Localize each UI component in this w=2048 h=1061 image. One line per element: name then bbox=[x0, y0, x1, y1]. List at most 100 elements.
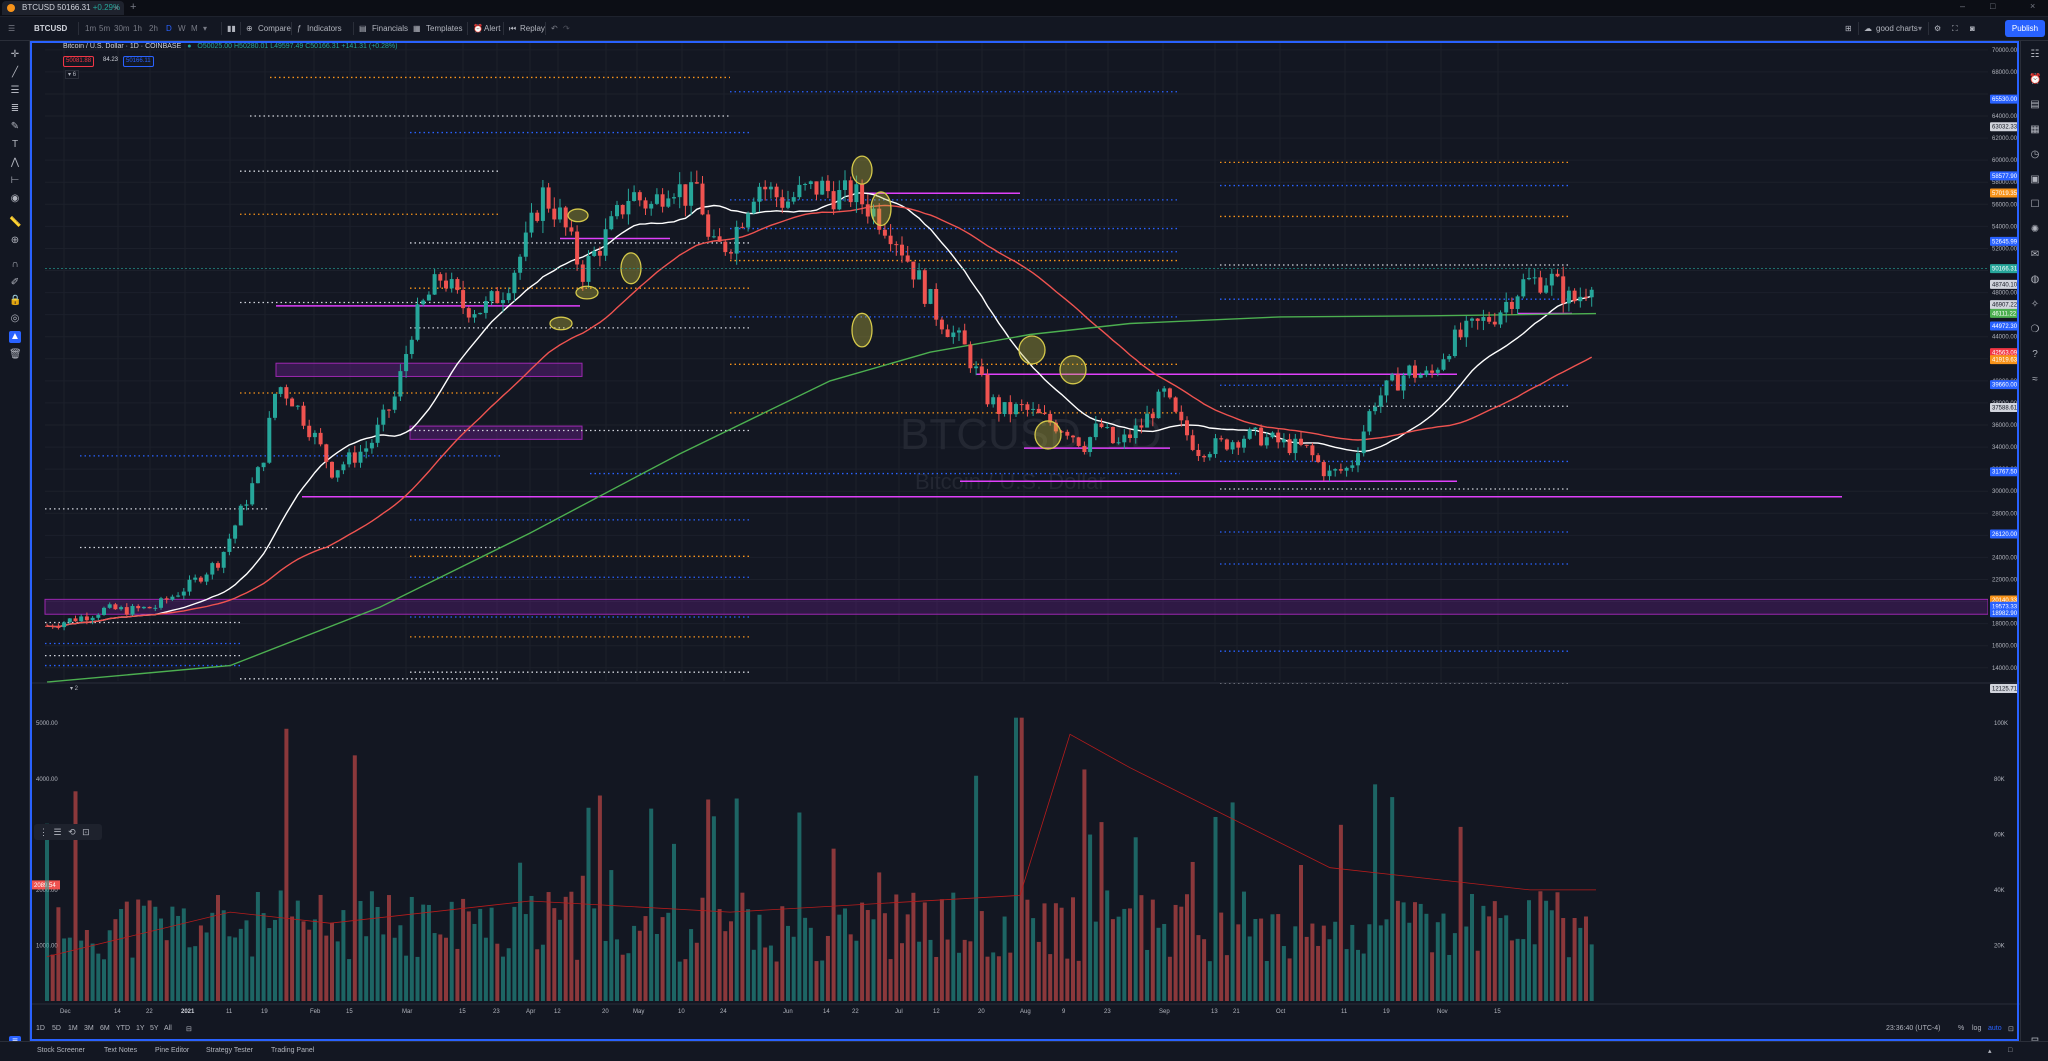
favorites-icon[interactable]: ▲ bbox=[9, 331, 21, 343]
hide-drawings-icon[interactable]: ◎ bbox=[10, 313, 20, 324]
financials-button[interactable]: Financials bbox=[372, 24, 409, 33]
collapse-panel-icon[interactable]: ▴ bbox=[1988, 1048, 1992, 1055]
percent-toggle[interactable]: % bbox=[1958, 1025, 1965, 1032]
range-ytd[interactable]: YTD bbox=[116, 1025, 130, 1032]
watchlist-icon[interactable]: ☷ bbox=[2030, 49, 2040, 60]
layout-name[interactable]: good charts bbox=[1876, 24, 1918, 33]
interval-d[interactable]: D bbox=[166, 24, 172, 33]
volume-bar bbox=[387, 895, 391, 1001]
close-tab-icon[interactable]: × bbox=[113, 3, 119, 13]
chat-icon[interactable]: ✉ bbox=[2030, 249, 2040, 260]
fullscreen-icon[interactable]: ⛶ bbox=[1952, 24, 1958, 33]
range-5y[interactable]: 5Y bbox=[150, 1025, 159, 1032]
lightbulb-icon[interactable]: ✺ bbox=[2030, 224, 2040, 235]
interval-dropdown-icon[interactable]: ▾ bbox=[203, 24, 208, 33]
range-all[interactable]: All bbox=[164, 1025, 172, 1032]
frame-icon[interactable]: ⊡ bbox=[82, 827, 90, 837]
ruler-range-icon[interactable]: ⊢ bbox=[10, 175, 20, 186]
notifications-icon[interactable]: ✧ bbox=[2030, 299, 2040, 310]
interval-30m[interactable]: 30m bbox=[114, 24, 130, 33]
legend-title[interactable]: Bitcoin / U.S. Dollar · 1D · COINBASE bbox=[63, 43, 182, 50]
tab-pine-editor[interactable]: Pine Editor bbox=[155, 1047, 190, 1054]
list-icon[interactable]: ☰ bbox=[53, 827, 62, 837]
layout-grid-icon[interactable]: ⊞ bbox=[1845, 24, 1852, 33]
interval-1m[interactable]: 1m bbox=[85, 24, 97, 33]
candle-body bbox=[347, 452, 352, 465]
settings-gear-icon[interactable]: ⚙ bbox=[1934, 24, 1942, 33]
range-5d[interactable]: 5D bbox=[52, 1025, 61, 1032]
trend-line-icon[interactable]: ╱ bbox=[11, 67, 19, 78]
tab-stock-screener[interactable]: Stock Screener bbox=[37, 1047, 85, 1054]
interval-2h[interactable]: 2h bbox=[149, 24, 158, 33]
pattern-icon[interactable]: ⋀ bbox=[10, 157, 20, 168]
tab-text-notes[interactable]: Text Notes bbox=[104, 1047, 138, 1054]
interval-m[interactable]: M bbox=[191, 24, 198, 33]
brush-icon[interactable]: ✎ bbox=[10, 121, 20, 132]
horizontal-lines-icon[interactable]: ☰ bbox=[10, 85, 20, 96]
fib-icon[interactable]: ≣ bbox=[10, 103, 20, 114]
date-range-icon[interactable]: ⊟ bbox=[186, 1026, 192, 1033]
price-chart[interactable]: BTCUSD, 1D Bitcoin / U.S. Dollar 70000.0… bbox=[30, 41, 2020, 1022]
trash-icon[interactable]: 🗑 bbox=[9, 349, 22, 360]
tab-trading-panel[interactable]: Trading Panel bbox=[271, 1047, 315, 1054]
magnet-icon[interactable]: ∩ bbox=[11, 259, 19, 270]
range-1d[interactable]: 1D bbox=[36, 1025, 45, 1032]
lock-icon[interactable]: 🔒 bbox=[9, 295, 22, 306]
range-1y[interactable]: 1Y bbox=[136, 1025, 145, 1032]
alert-button[interactable]: Alert bbox=[484, 24, 501, 33]
replay-button[interactable]: Replay bbox=[520, 24, 545, 33]
layout-dropdown-icon[interactable]: ▾ bbox=[1918, 24, 1923, 33]
maximize-icon[interactable]: □ bbox=[1990, 1, 1996, 11]
auto-toggle[interactable]: auto bbox=[1988, 1025, 2002, 1032]
eye-icon[interactable]: ◉ bbox=[10, 193, 20, 204]
range-3m[interactable]: 3M bbox=[84, 1025, 94, 1032]
indicators-button[interactable]: Indicators bbox=[307, 24, 342, 33]
publish-button[interactable]: Publish bbox=[2005, 20, 2045, 37]
interval-1h[interactable]: 1h bbox=[133, 24, 142, 33]
price-axis[interactable]: 70000.00 68000.00 64000.00 62000.00 60000.00… bbox=[45, 41, 2020, 1022]
help-icon[interactable]: ? bbox=[2032, 349, 2038, 360]
interval-5m[interactable]: 5m bbox=[99, 24, 111, 33]
undo-icon[interactable]: ↶ bbox=[551, 24, 558, 33]
sell-price[interactable]: 50081.88 bbox=[63, 56, 95, 67]
text-icon[interactable]: T bbox=[11, 139, 19, 150]
stay-drawing-icon[interactable]: ✐ bbox=[10, 277, 20, 288]
scale-settings-icon[interactable]: ⊡ bbox=[2008, 1026, 2014, 1033]
chart-type-icon[interactable]: ▮▮ bbox=[227, 24, 236, 33]
zoom-in-icon[interactable]: ⊕ bbox=[10, 235, 20, 246]
ideas-icon[interactable]: ☐ bbox=[2030, 199, 2040, 210]
hotlist-icon[interactable]: ◷ bbox=[2030, 149, 2040, 160]
templates-button[interactable]: Templates bbox=[426, 24, 463, 33]
ruler-icon[interactable]: 📏 bbox=[9, 217, 22, 228]
price-tag-label: 58577.90 bbox=[1992, 174, 2018, 180]
data-window-icon[interactable]: ▤ bbox=[2030, 99, 2040, 110]
redo-icon[interactable]: ↷ bbox=[563, 24, 570, 33]
log-toggle[interactable]: log bbox=[1972, 1025, 1982, 1032]
close-window-icon[interactable]: × bbox=[2030, 1, 2036, 11]
menu-icon[interactable]: ☰ bbox=[8, 24, 16, 33]
chat-badge-icon[interactable]: ❍ bbox=[2030, 324, 2040, 335]
drag-handle-icon[interactable]: ⋮ bbox=[39, 827, 48, 837]
maximize-panel-icon[interactable]: □ bbox=[2008, 1047, 2013, 1054]
minimize-icon[interactable]: – bbox=[1960, 1, 1966, 11]
time-axis[interactable]: Dec 14 22 2021 11 19 Feb 15 Mar 15 23 Apr 12 20 May 10 2… bbox=[30, 1003, 2020, 1015]
calendar-icon[interactable]: ▣ bbox=[2030, 174, 2040, 185]
indicators-collapse[interactable]: ▾ 6 bbox=[65, 70, 80, 79]
compare-button[interactable]: Compare bbox=[258, 24, 291, 33]
new-tab-icon[interactable]: + bbox=[130, 1, 137, 13]
clock-time[interactable]: 23:36:40 (UTC-4) bbox=[1886, 1025, 1941, 1032]
interval-w[interactable]: W bbox=[178, 24, 186, 33]
alerts-clock-icon[interactable]: ⏰ bbox=[2029, 74, 2042, 85]
symbol-search[interactable]: BTCUSD bbox=[34, 24, 68, 33]
range-6m[interactable]: 6M bbox=[100, 1025, 110, 1032]
streams-icon[interactable]: ◍ bbox=[2030, 274, 2040, 285]
tab-strategy-tester[interactable]: Strategy Tester bbox=[206, 1047, 253, 1054]
news-icon[interactable]: ▦ bbox=[2030, 124, 2040, 135]
range-1m[interactable]: 1M bbox=[68, 1025, 78, 1032]
signal-icon[interactable]: ≈ bbox=[2032, 374, 2038, 385]
crosshair-icon[interactable]: ✛ bbox=[10, 49, 20, 60]
buy-price[interactable]: 50166.11 bbox=[123, 56, 154, 67]
link-icon[interactable]: ⟲ bbox=[68, 827, 76, 837]
camera-icon[interactable]: ◙ bbox=[1970, 24, 1975, 33]
browser-tab[interactable]: BTCUSD 50166.31 +0.29% × bbox=[2, 1, 124, 15]
